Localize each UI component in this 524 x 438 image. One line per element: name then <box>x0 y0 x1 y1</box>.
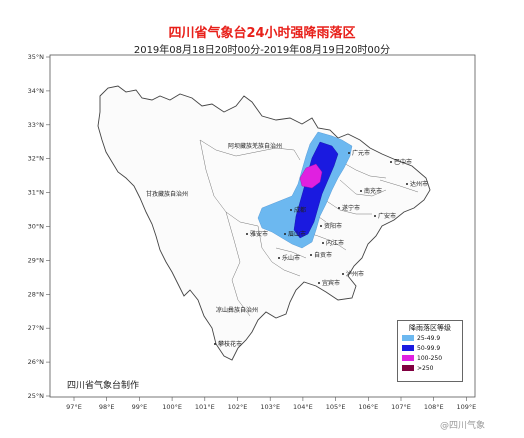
legend-item: 100-250 <box>402 353 462 363</box>
city-label-meishan: 眉山市 <box>288 230 306 238</box>
lat-tick-label: 35°N <box>28 53 45 61</box>
city-marker <box>360 190 362 192</box>
legend-label: 25-49.9 <box>417 334 441 342</box>
rainfall-area-100-250 <box>299 163 323 189</box>
legend-swatch-2 <box>402 355 414 361</box>
city-label-suining: 遂宁市 <box>342 204 360 212</box>
city-marker <box>348 152 350 154</box>
legend-item: >250 <box>402 363 462 373</box>
lon-tick-label: 108°E <box>424 403 444 411</box>
city-marker <box>390 161 392 163</box>
lon-tick-label: 105°E <box>326 403 346 411</box>
lat-tick-label: 34°N <box>28 87 45 95</box>
city-marker <box>214 343 216 345</box>
city-label-dazhou: 达州市 <box>410 180 428 188</box>
lon-tick-label: 100°E <box>162 403 182 411</box>
city-label-nanchong: 南充市 <box>364 187 382 195</box>
city-marker <box>278 257 280 259</box>
legend-swatch-1 <box>402 345 414 351</box>
region-label-ganzi: 甘孜藏族自治州 <box>146 190 188 198</box>
city-marker <box>374 215 376 217</box>
lat-tick-label: 31°N <box>28 189 45 197</box>
lat-tick-label: 30°N <box>28 223 45 231</box>
legend-swatch-3 <box>402 365 414 371</box>
legend-item: 50-99.9 <box>402 343 462 353</box>
city-marker <box>290 209 292 211</box>
lon-tick-label: 104°E <box>293 403 313 411</box>
lon-tick-label: 106°E <box>358 403 378 411</box>
lat-tick-label: 33°N <box>28 121 45 129</box>
legend-title: 降雨落区等级 <box>409 324 451 332</box>
lat-tick-label: 27°N <box>28 324 45 332</box>
city-marker <box>406 183 408 185</box>
map-frame <box>49 54 476 398</box>
city-marker <box>338 207 340 209</box>
lon-tick-label: 109°E <box>457 403 477 411</box>
lat-tick-label: 32°N <box>28 155 45 163</box>
lon-tick-label: 99°E <box>132 403 148 411</box>
legend-swatch-0 <box>402 335 414 341</box>
map-title: 四川省气象台24小时强降雨落区 <box>168 26 356 41</box>
lon-tick-label: 107°E <box>391 403 411 411</box>
city-marker <box>320 225 322 227</box>
longitude-ticks: 97°E 98°E 99°E 100°E 101°E 102°E 103°E 104°E 105… <box>66 397 476 411</box>
lon-tick-label: 97°E <box>66 403 82 411</box>
city-label-ziyang: 资阳市 <box>324 222 342 230</box>
city-label-leshan: 乐山市 <box>282 254 300 262</box>
city-label-yibin: 宜宾市 <box>322 279 340 287</box>
region-label-liangshan: 凉山彝族自治州 <box>216 306 258 314</box>
legend-label: 50-99.9 <box>417 344 441 352</box>
legend: 降雨落区等级 25-49.9 50-99.9 100-250 >250 <box>397 320 463 382</box>
city-label-guangyuan: 广元市 <box>352 149 370 157</box>
lon-tick-label: 103°E <box>260 403 280 411</box>
city-label-bazhong: 巴中市 <box>394 158 412 166</box>
city-marker <box>318 282 320 284</box>
legend-label: 100-250 <box>417 354 443 362</box>
city-label-yaan: 雅安市 <box>250 230 268 238</box>
producer-label: 四川省气象台制作 <box>67 381 140 391</box>
city-label-panzhihua: 攀枝花市 <box>218 340 242 348</box>
lon-tick-label: 102°E <box>228 403 248 411</box>
map-subtitle: 2019年08月18日20时00分-2019年08月19日20时00分 <box>133 45 391 56</box>
lat-tick-label: 28°N <box>28 290 45 298</box>
watermark: @四川气象 <box>440 421 486 431</box>
lon-tick-label: 101°E <box>195 403 215 411</box>
city-label-neijiang: 内江市 <box>326 239 344 247</box>
lat-tick-label: 26°N <box>28 358 45 366</box>
city-marker <box>322 242 324 244</box>
city-marker <box>284 233 286 235</box>
lat-tick-label: 29°N <box>28 256 45 264</box>
legend-label: >250 <box>417 364 434 372</box>
city-label-chengdu: 成都 <box>294 206 306 214</box>
city-marker <box>246 233 248 235</box>
city-label-zigong: 自贡市 <box>314 251 332 259</box>
city-label-guangan: 广安市 <box>378 212 396 220</box>
legend-item: 25-49.9 <box>402 333 462 343</box>
city-marker <box>342 273 344 275</box>
city-label-luzhou: 泸州市 <box>346 270 364 278</box>
lat-tick-label: 25°N <box>28 392 45 400</box>
latitude-ticks: 35°N 34°N 33°N 32°N 31°N 30°N 29°N 28°N 27°N 26°N… <box>28 53 50 400</box>
lon-tick-label: 98°E <box>99 403 115 411</box>
city-marker <box>310 254 312 256</box>
region-label-aba: 阿坝藏族羌族自治州 <box>228 142 282 150</box>
